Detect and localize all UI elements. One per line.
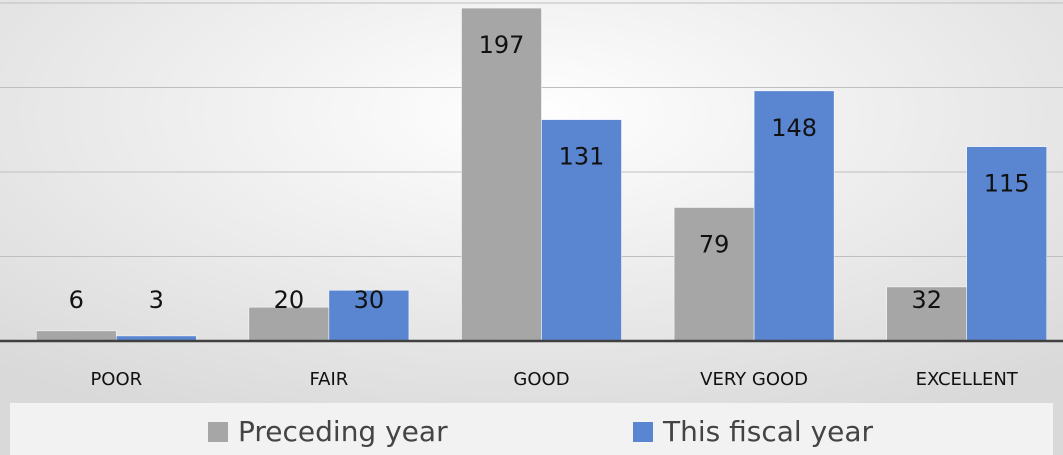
x-tick-label: EXCELLENT [916,369,1019,390]
legend-label: This fiscal year [662,415,874,448]
x-tick-label: POOR [90,369,142,390]
bar [541,119,622,342]
data-label: 6 [69,286,84,314]
data-label: 148 [771,114,817,142]
bar [966,146,1047,342]
bar [673,207,755,342]
data-label: 3 [149,286,164,314]
data-label: 20 [274,286,305,314]
legend-swatch [208,422,228,442]
data-label: 79 [699,230,730,258]
bar [461,7,542,342]
legend-label: Preceding year [238,415,448,448]
x-tick-label: FAIR [309,369,348,390]
legend-box [10,403,1053,455]
bar [36,330,117,342]
data-label: 115 [984,170,1030,198]
data-label: 131 [559,143,605,171]
legend-swatch [633,422,653,442]
bar [328,290,410,342]
x-tick-label: VERY GOOD [700,369,808,390]
data-label: 30 [354,286,385,314]
bar [753,90,835,342]
data-label: 32 [911,286,942,314]
data-label: 197 [479,31,525,59]
x-tick-label: GOOD [513,369,569,390]
bar [886,286,967,342]
